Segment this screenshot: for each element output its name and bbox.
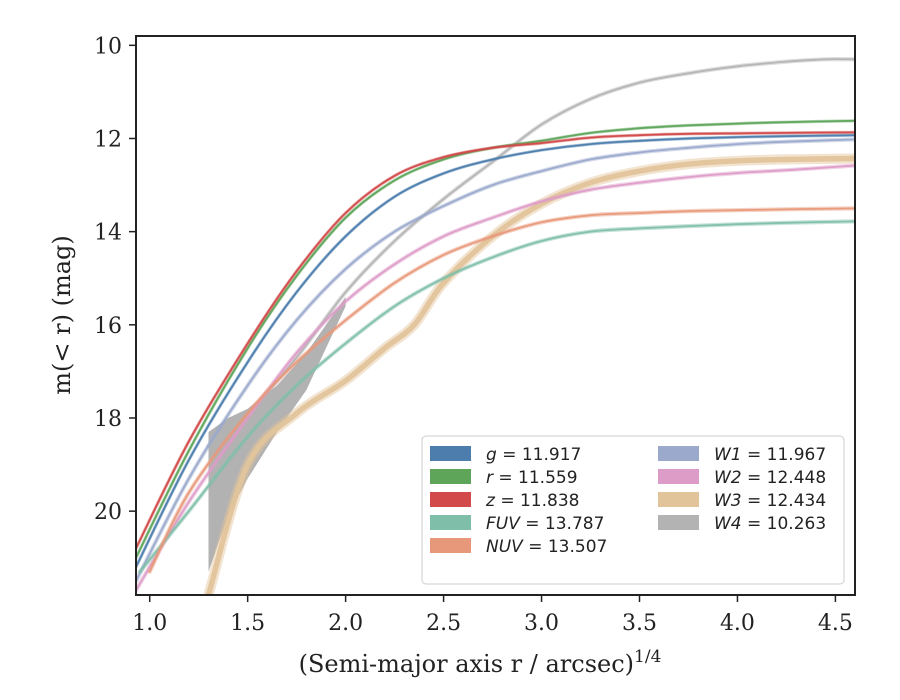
legend-swatch-r	[430, 469, 471, 484]
series-line-fuv	[139, 220, 855, 573]
y-tick-label: 12	[94, 127, 122, 152]
legend-swatch-w2	[658, 469, 699, 484]
legend-swatch-fuv	[430, 515, 471, 530]
y-tick-label: 20	[94, 500, 122, 525]
series-group	[136, 57, 855, 595]
x-tick-label: 1.0	[132, 611, 167, 636]
plot-frame	[135, 35, 856, 596]
y-tick-label: 10	[94, 34, 122, 59]
w4-uncertainty-band	[208, 296, 346, 572]
y-axis-label: m(< r) (mag)	[48, 235, 76, 394]
axis-tick-layer: 1.0 1.5 2.0 2.5 3.0 3.5 4.0 4.5 10 12 14 16 18 20	[94, 34, 853, 636]
legend-label-w2: W2 = 12.448	[714, 468, 826, 488]
y-tick-label: 18	[94, 407, 122, 432]
legend-swatch-w4	[658, 515, 699, 530]
legend-label-w4: W4 = 10.263	[714, 514, 826, 534]
x-tick-label: 3.0	[524, 611, 559, 636]
legend-label-w3: W3 = 12.434	[714, 491, 826, 511]
legend: g = 11.917 r = 11.559 z = 11.838 FUV = 13.7…	[421, 435, 845, 585]
legend-label-z: z = 11.838	[485, 491, 579, 511]
x-tick-label: 4.0	[720, 611, 755, 636]
y-tick-label: 14	[94, 221, 122, 246]
legend-label-nuv: NUV = 13.507	[486, 537, 607, 557]
series-line-nuv	[148, 207, 855, 573]
x-axis-label: (Semi-major axis r / arcsec)1/4	[299, 647, 662, 678]
x-axis-label-exponent: 1/4	[634, 647, 661, 667]
x-tick-label: 3.5	[622, 611, 657, 636]
x-tick-label: 2.5	[426, 611, 461, 636]
series-line-w3	[205, 155, 855, 595]
series-line-w4	[207, 58, 855, 447]
legend-swatch-nuv	[430, 538, 471, 553]
legend-swatch-z	[430, 492, 471, 507]
legend-label-fuv: FUV = 13.787	[486, 514, 604, 534]
series-line-w1	[136, 138, 855, 582]
legend-label-w1: W1 = 11.967	[714, 445, 826, 465]
plot-series-layer	[136, 57, 855, 595]
x-tick-label: 2.0	[328, 611, 363, 636]
series-line-w2	[136, 164, 855, 592]
legend-swatch-w3	[658, 492, 699, 507]
legend-swatch-g	[430, 446, 471, 461]
series-line-g	[136, 134, 855, 568]
series-line-z	[136, 131, 855, 550]
legend-label-g: g = 11.917	[486, 445, 581, 465]
x-axis-label-main: (Semi-major axis r / arcsec)	[299, 650, 634, 678]
legend-box	[421, 435, 845, 585]
y-tick-label: 16	[94, 314, 122, 339]
x-tick-label: 4.5	[818, 611, 853, 636]
legend-label-r: r = 11.559	[486, 468, 578, 488]
legend-swatch-w1	[658, 446, 699, 461]
x-tick-label: 1.5	[230, 611, 265, 636]
